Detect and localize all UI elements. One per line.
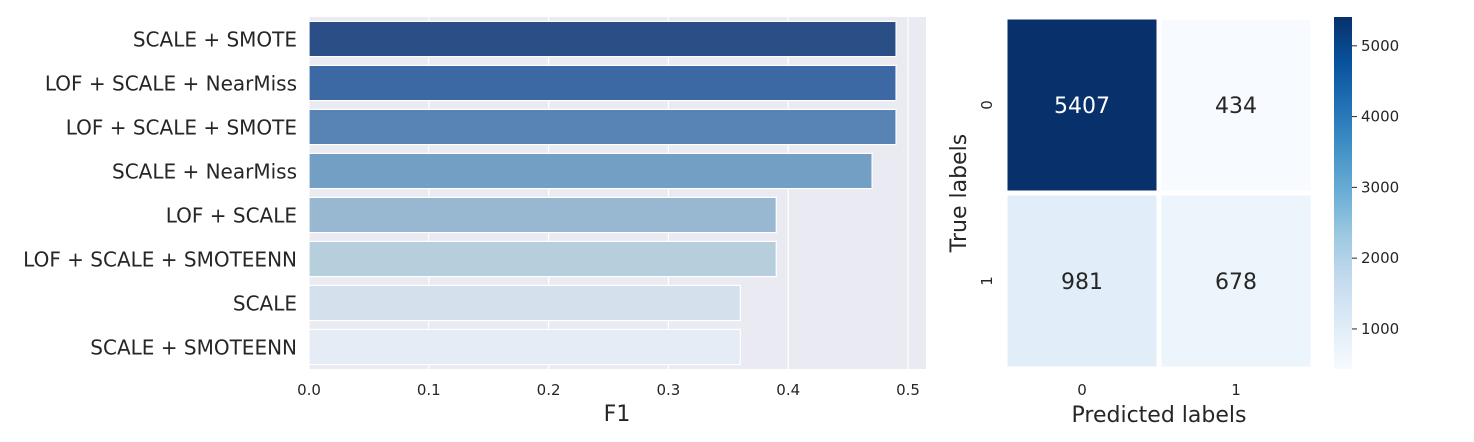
- colorbar-tick-label: 4000: [1361, 108, 1399, 126]
- x-tick-label: 0.1: [417, 381, 441, 399]
- bar: [308, 20, 897, 58]
- x-tick-labels: 0.0 0.1 0.2 0.3 0.4 0.5: [297, 381, 920, 399]
- bar: [308, 108, 897, 146]
- heatmap-x-axis-label: Predicted labels: [1072, 403, 1247, 428]
- bars: [308, 20, 897, 366]
- category-label: SCALE + SMOTE: [133, 28, 297, 52]
- heatmap-x-tick-label: 0: [1077, 381, 1087, 399]
- heatmap-value: 5407: [1054, 94, 1110, 119]
- f1-bar-chart: SCALE + SMOTE LOF + SCALE + NearMiss LOF +…: [23, 17, 926, 427]
- colorbar: 1000 2000 3000 4000 5000: [1334, 17, 1399, 369]
- category-label: SCALE: [233, 292, 297, 316]
- heatmap-cell: [1156, 190, 1316, 372]
- bar: [308, 152, 873, 190]
- bar: [308, 328, 741, 366]
- category-labels: SCALE + SMOTE LOF + SCALE + NearMiss LOF +…: [23, 28, 297, 360]
- bar: [308, 64, 897, 102]
- heatmap-x-tick-label: 1: [1231, 381, 1241, 399]
- category-label: LOF + SCALE + SMOTEENN: [23, 248, 297, 272]
- bar: [308, 196, 777, 234]
- x-tick-label: 0.3: [656, 381, 680, 399]
- colorbar-tick-label: 5000: [1361, 37, 1399, 55]
- heatmap-value: 678: [1215, 270, 1257, 295]
- x-tick-label: 0.2: [537, 381, 561, 399]
- x-tick-label: 0.0: [297, 381, 321, 399]
- heatmap-y-tick-label: 1: [978, 276, 996, 286]
- heatmap-cell: [1002, 190, 1162, 372]
- category-label: LOF + SCALE: [166, 204, 297, 228]
- bar: [308, 240, 777, 278]
- x-axis-label: F1: [604, 402, 631, 427]
- heatmap-value: 981: [1061, 270, 1103, 295]
- heatmap-value: 434: [1215, 94, 1257, 119]
- colorbar-tick-label: 2000: [1361, 249, 1399, 267]
- category-label: SCALE + SMOTEENN: [90, 336, 297, 360]
- heatmap-cells: [1002, 14, 1316, 372]
- category-label: LOF + SCALE + SMOTE: [66, 116, 297, 140]
- x-tick-label: 0.5: [896, 381, 920, 399]
- heatmap-annotations: 5407 434 981 678: [1054, 94, 1257, 295]
- colorbar-tick-label: 1000: [1361, 320, 1399, 338]
- bar: [308, 284, 741, 322]
- colorbar-ticks: 1000 2000 3000 4000 5000: [1352, 37, 1399, 338]
- heatmap-y-ticks: 01: [978, 100, 996, 286]
- category-label: LOF + SCALE + NearMiss: [45, 72, 297, 96]
- x-tick-label: 0.4: [776, 381, 800, 399]
- colorbar-tick-label: 3000: [1361, 178, 1399, 196]
- heatmap-cell: [1002, 14, 1162, 196]
- colorbar-gradient: [1334, 17, 1352, 369]
- category-label: SCALE + NearMiss: [112, 160, 297, 184]
- heatmap-y-tick-label: 0: [978, 100, 996, 110]
- heatmap-y-axis-label: True labels: [947, 134, 972, 253]
